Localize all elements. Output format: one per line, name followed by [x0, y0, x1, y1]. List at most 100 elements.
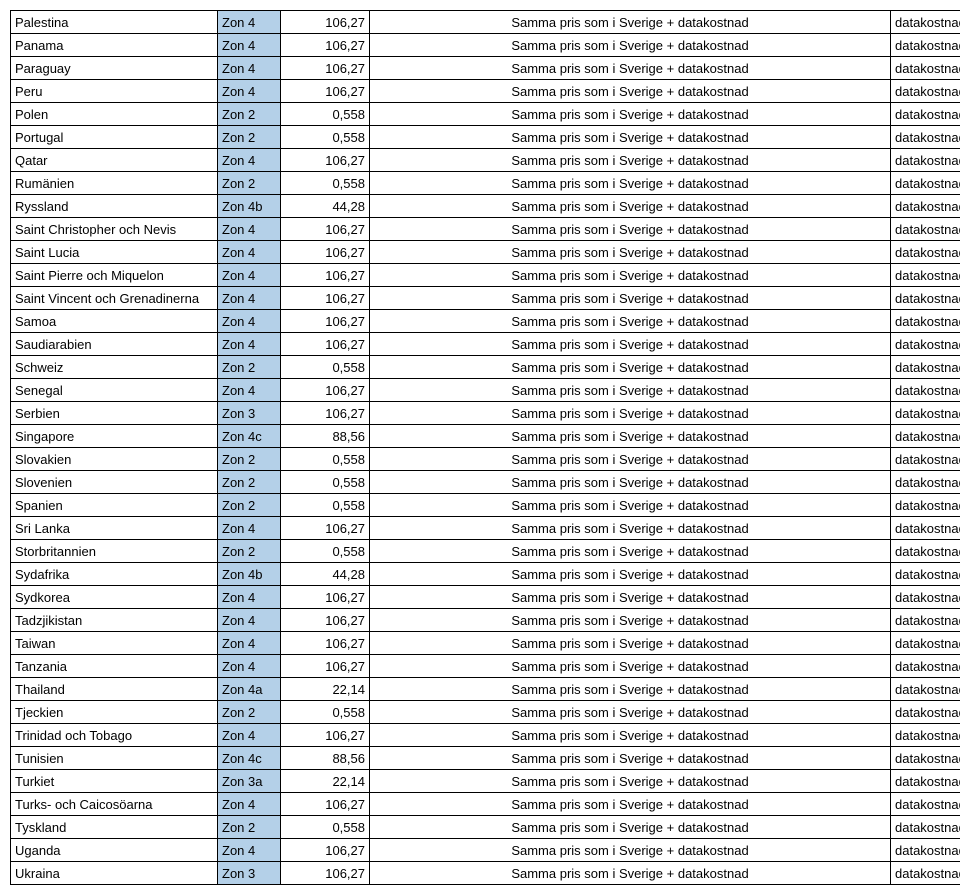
- table-row: PortugalZon 20,558Samma pris som i Sveri…: [11, 126, 960, 149]
- cell-zone: Zon 4: [218, 264, 281, 287]
- cell-price: 106,27: [281, 310, 370, 333]
- cell-price: 106,27: [281, 34, 370, 57]
- cell-price: 44,28: [281, 195, 370, 218]
- cell-desc: Samma pris som i Sverige + datakostnad: [370, 333, 891, 356]
- table-row: ThailandZon 4a22,14Samma pris som i Sver…: [11, 678, 960, 701]
- cell-price: 0,558: [281, 448, 370, 471]
- cell-price: 106,27: [281, 80, 370, 103]
- cell-zone: Zon 4c: [218, 425, 281, 448]
- cell-country: Singapore: [11, 425, 218, 448]
- cell-country: Thailand: [11, 678, 218, 701]
- table-row: SlovenienZon 20,558Samma pris som i Sver…: [11, 471, 960, 494]
- cell-extra: datakostnad: [891, 80, 960, 103]
- cell-country: Tadzjikistan: [11, 609, 218, 632]
- cell-desc: Samma pris som i Sverige + datakostnad: [370, 356, 891, 379]
- cell-country: Sri Lanka: [11, 517, 218, 540]
- cell-price: 0,558: [281, 471, 370, 494]
- cell-desc: Samma pris som i Sverige + datakostnad: [370, 540, 891, 563]
- cell-zone: Zon 2: [218, 471, 281, 494]
- cell-price: 106,27: [281, 264, 370, 287]
- table-row: SydkoreaZon 4106,27Samma pris som i Sver…: [11, 586, 960, 609]
- cell-desc: Samma pris som i Sverige + datakostnad: [370, 195, 891, 218]
- cell-zone: Zon 4: [218, 80, 281, 103]
- cell-zone: Zon 3: [218, 862, 281, 885]
- cell-country: Palestina: [11, 11, 218, 34]
- cell-price: 106,27: [281, 655, 370, 678]
- cell-extra: datakostnad: [891, 34, 960, 57]
- cell-zone: Zon 2: [218, 701, 281, 724]
- cell-country: Sydafrika: [11, 563, 218, 586]
- cell-zone: Zon 2: [218, 494, 281, 517]
- cell-extra: datakostnad: [891, 218, 960, 241]
- cell-extra: datakostnad: [891, 793, 960, 816]
- cell-price: 106,27: [281, 609, 370, 632]
- cell-extra: datakostnad: [891, 448, 960, 471]
- cell-desc: Samma pris som i Sverige + datakostnad: [370, 264, 891, 287]
- cell-country: Senegal: [11, 379, 218, 402]
- cell-country: Slovenien: [11, 471, 218, 494]
- table-row: PeruZon 4106,27Samma pris som i Sverige …: [11, 80, 960, 103]
- cell-extra: datakostnad: [891, 563, 960, 586]
- table-row: Turks- och CaicosöarnaZon 4106,27Samma p…: [11, 793, 960, 816]
- cell-extra: datakostnad: [891, 126, 960, 149]
- cell-zone: Zon 4b: [218, 563, 281, 586]
- cell-desc: Samma pris som i Sverige + datakostnad: [370, 862, 891, 885]
- cell-price: 0,558: [281, 701, 370, 724]
- cell-extra: datakostnad: [891, 701, 960, 724]
- cell-zone: Zon 2: [218, 172, 281, 195]
- cell-extra: datakostnad: [891, 747, 960, 770]
- cell-country: Trinidad och Tobago: [11, 724, 218, 747]
- table-row: Saint Pierre och MiquelonZon 4106,27Samm…: [11, 264, 960, 287]
- cell-country: Uganda: [11, 839, 218, 862]
- cell-price: 0,558: [281, 816, 370, 839]
- cell-extra: datakostnad: [891, 632, 960, 655]
- table-row: Saint LuciaZon 4106,27Samma pris som i S…: [11, 241, 960, 264]
- cell-price: 88,56: [281, 425, 370, 448]
- cell-zone: Zon 4: [218, 586, 281, 609]
- table-row: SingaporeZon 4c88,56Samma pris som i Sve…: [11, 425, 960, 448]
- cell-zone: Zon 2: [218, 540, 281, 563]
- cell-desc: Samma pris som i Sverige + datakostnad: [370, 747, 891, 770]
- table-row: TadzjikistanZon 4106,27Samma pris som i …: [11, 609, 960, 632]
- table-row: UgandaZon 4106,27Samma pris som i Sverig…: [11, 839, 960, 862]
- cell-country: Serbien: [11, 402, 218, 425]
- cell-desc: Samma pris som i Sverige + datakostnad: [370, 149, 891, 172]
- cell-zone: Zon 4: [218, 379, 281, 402]
- cell-extra: datakostnad: [891, 517, 960, 540]
- cell-zone: Zon 3a: [218, 770, 281, 793]
- cell-country: Storbritannien: [11, 540, 218, 563]
- cell-country: Saint Lucia: [11, 241, 218, 264]
- cell-zone: Zon 2: [218, 356, 281, 379]
- cell-zone: Zon 4: [218, 218, 281, 241]
- cell-price: 106,27: [281, 241, 370, 264]
- table-row: TaiwanZon 4106,27Samma pris som i Sverig…: [11, 632, 960, 655]
- cell-desc: Samma pris som i Sverige + datakostnad: [370, 172, 891, 195]
- cell-desc: Samma pris som i Sverige + datakostnad: [370, 609, 891, 632]
- cell-desc: Samma pris som i Sverige + datakostnad: [370, 57, 891, 80]
- cell-country: Peru: [11, 80, 218, 103]
- cell-extra: datakostnad: [891, 241, 960, 264]
- cell-extra: datakostnad: [891, 172, 960, 195]
- cell-country: Polen: [11, 103, 218, 126]
- cell-price: 106,27: [281, 57, 370, 80]
- table-row: SenegalZon 4106,27Samma pris som i Sveri…: [11, 379, 960, 402]
- table-row: Sri LankaZon 4106,27Samma pris som i Sve…: [11, 517, 960, 540]
- cell-desc: Samma pris som i Sverige + datakostnad: [370, 655, 891, 678]
- cell-desc: Samma pris som i Sverige + datakostnad: [370, 103, 891, 126]
- table-row: PalestinaZon 4106,27Samma pris som i Sve…: [11, 11, 960, 34]
- cell-extra: datakostnad: [891, 862, 960, 885]
- cell-zone: Zon 4: [218, 310, 281, 333]
- cell-extra: datakostnad: [891, 333, 960, 356]
- cell-country: Sydkorea: [11, 586, 218, 609]
- cell-price: 0,558: [281, 126, 370, 149]
- cell-extra: datakostnad: [891, 402, 960, 425]
- cell-desc: Samma pris som i Sverige + datakostnad: [370, 816, 891, 839]
- cell-zone: Zon 4: [218, 287, 281, 310]
- pricing-table: PalestinaZon 4106,27Samma pris som i Sve…: [10, 10, 960, 885]
- cell-zone: Zon 4: [218, 149, 281, 172]
- cell-extra: datakostnad: [891, 839, 960, 862]
- cell-price: 22,14: [281, 770, 370, 793]
- cell-desc: Samma pris som i Sverige + datakostnad: [370, 448, 891, 471]
- cell-zone: Zon 4: [218, 632, 281, 655]
- cell-price: 22,14: [281, 678, 370, 701]
